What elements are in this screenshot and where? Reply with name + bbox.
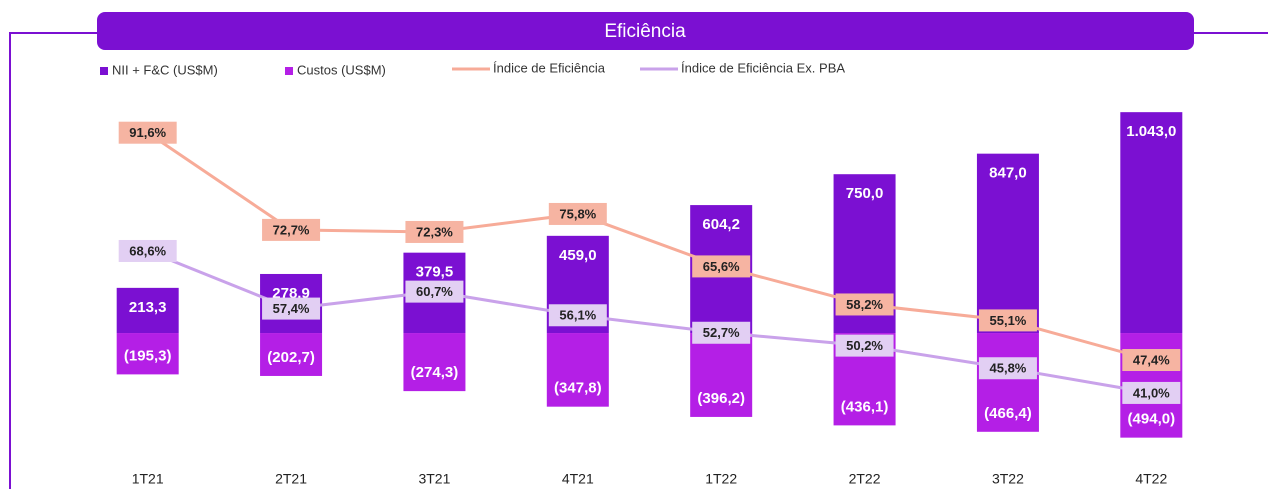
point-label: 55,1% <box>990 313 1027 328</box>
bar-label: (347,8) <box>554 380 602 397</box>
point-label-box <box>118 121 177 144</box>
bar-label: (466,4) <box>984 405 1032 422</box>
legend-text: Custos (US$M) <box>297 62 386 77</box>
legend-swatch <box>285 67 293 75</box>
legend-swatch <box>100 67 108 75</box>
legend-text: Índice de Eficiência <box>493 60 606 75</box>
bar-label: 750,0 <box>846 185 884 202</box>
point-label-box <box>1122 381 1181 404</box>
point-label: 75,8% <box>559 206 596 221</box>
bar <box>690 333 753 417</box>
point-label: 45,8% <box>990 361 1027 376</box>
x-tick-label: 3T22 <box>992 471 1024 487</box>
point-label-box <box>835 334 894 357</box>
bar-label: (494,0) <box>1128 411 1176 428</box>
x-tick-label: 3T21 <box>418 471 450 487</box>
point-label: 91,6% <box>129 125 166 140</box>
x-tick-label: 1T21 <box>132 471 164 487</box>
bar-label: (436,1) <box>841 398 889 415</box>
bar <box>116 333 179 375</box>
bar-label: 213,3 <box>129 299 167 316</box>
bar-label: (274,3) <box>411 364 459 381</box>
legend-text: NII + F&C (US$M) <box>112 62 218 77</box>
bar-label: (195,3) <box>124 347 172 364</box>
x-tick-label: 2T21 <box>275 471 307 487</box>
point-label: 72,3% <box>416 224 453 239</box>
bar-label: (202,7) <box>267 349 315 366</box>
point-label: 58,2% <box>846 297 883 312</box>
point-label-box <box>405 280 464 303</box>
bar-label: 604,2 <box>702 216 740 233</box>
legend-text: Índice de Eficiência Ex. PBA <box>681 60 845 75</box>
point-label-box <box>262 218 321 241</box>
bar <box>260 333 323 376</box>
point-label-box <box>978 309 1037 332</box>
point-label: 52,7% <box>703 325 740 340</box>
point-label-box <box>692 255 751 278</box>
chart-title: Eficiência <box>604 21 686 42</box>
point-label: 41,0% <box>1133 385 1170 400</box>
point-label-box <box>692 321 751 344</box>
point-label: 68,6% <box>129 243 166 258</box>
x-tick-label: 2T22 <box>849 471 881 487</box>
point-label: 47,4% <box>1133 352 1170 367</box>
point-label-box <box>262 297 321 320</box>
point-label: 60,7% <box>416 284 453 299</box>
bar-label: (396,2) <box>697 390 745 407</box>
bar <box>1120 112 1183 334</box>
point-label-box <box>548 304 607 327</box>
bar <box>546 333 609 407</box>
bar <box>976 333 1039 432</box>
x-tick-label: 4T21 <box>562 471 594 487</box>
point-label: 56,1% <box>559 308 596 323</box>
point-label: 50,2% <box>846 338 883 353</box>
bar-label: 847,0 <box>989 165 1027 182</box>
point-label: 57,4% <box>273 301 310 316</box>
point-label-box <box>118 239 177 262</box>
bar <box>403 333 466 392</box>
x-tick-label: 1T22 <box>705 471 737 487</box>
x-tick-label: 4T22 <box>1135 471 1167 487</box>
bar-label: 379,5 <box>416 264 454 281</box>
bar-label: 459,0 <box>559 247 597 264</box>
point-label-box <box>835 293 894 316</box>
point-label-box <box>1122 349 1181 372</box>
bar <box>116 287 179 334</box>
point-label: 65,6% <box>703 259 740 274</box>
bar-label: 1.043,0 <box>1126 123 1176 140</box>
bar <box>976 153 1039 334</box>
title-bar <box>97 12 1194 50</box>
point-label-box <box>978 357 1037 380</box>
point-label: 72,7% <box>273 222 310 237</box>
point-label-box <box>548 202 607 225</box>
point-label-box <box>405 220 464 243</box>
frame-left <box>9 32 97 489</box>
